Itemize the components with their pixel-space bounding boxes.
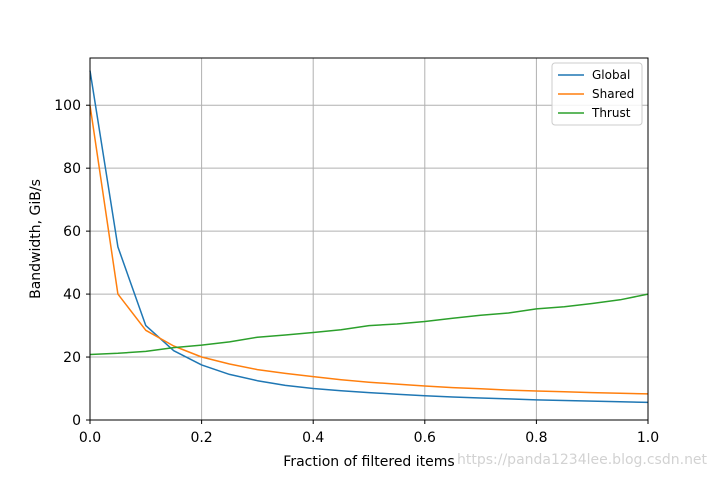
series-line-shared (89, 105, 649, 395)
y-tick-label: 60 (63, 224, 81, 240)
plot-frame (89, 57, 649, 421)
series-line-global (89, 70, 649, 404)
x-tick-label: 0.2 (190, 430, 212, 446)
y-axis-label: Bandwidth, GiB/s (28, 179, 44, 299)
y-tick-label: 40 (63, 287, 81, 303)
y-tick-label: 100 (54, 98, 81, 114)
x-tick-label: 0.6 (414, 430, 436, 446)
x-tick-label: 0.8 (525, 430, 547, 446)
y-tick-label: 20 (63, 350, 81, 366)
legend-label-global: Global (592, 68, 630, 82)
series-line-thrust (89, 293, 649, 356)
series-lines (89, 70, 649, 404)
y-tick-label: 0 (72, 413, 81, 429)
x-tick-label: 1.0 (637, 430, 659, 446)
legend-label-shared: Shared (592, 87, 634, 101)
y-tick-label: 80 (63, 161, 81, 177)
legend-label-thrust: Thrust (591, 106, 631, 120)
x-tick-label: 0.0 (79, 430, 101, 446)
legend-box (551, 62, 643, 126)
x-tick-label: 0.4 (302, 430, 324, 446)
axis-ticks: 0.0 0.2 0.4 0.6 0.8 1.0 0 20 40 60 80 100 (54, 98, 659, 446)
legend: Global Shared Thrust (551, 62, 643, 126)
watermark: https://panda1234lee.blog.csdn.net (457, 452, 708, 468)
x-axis-label: Fraction of filtered items (283, 454, 454, 470)
